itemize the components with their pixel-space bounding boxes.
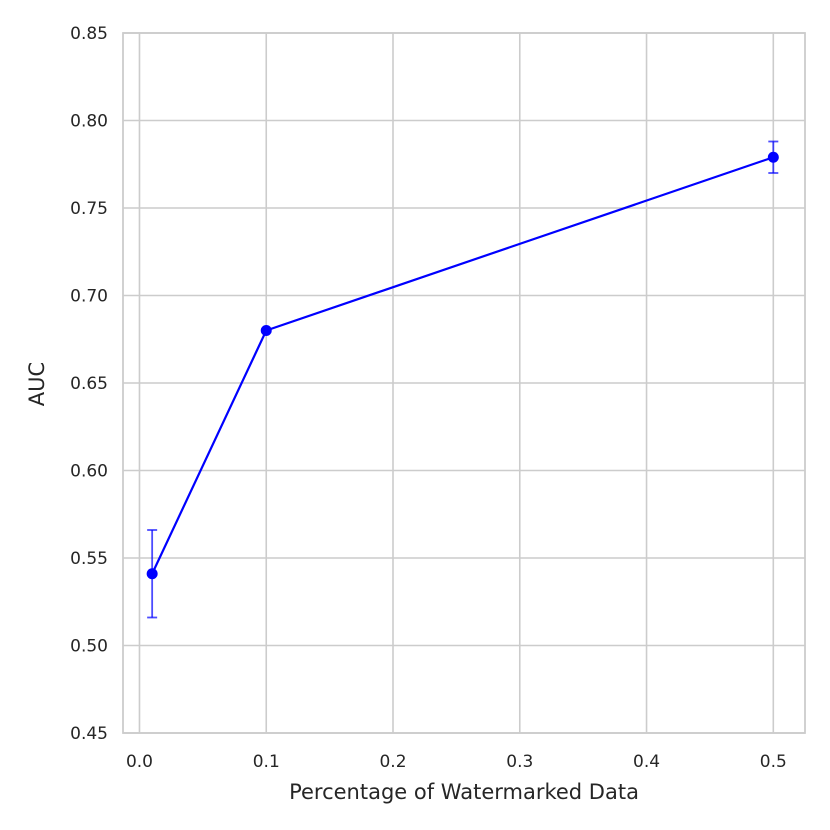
y-tick-label: 0.55 bbox=[70, 549, 108, 569]
y-axis-title: AUC bbox=[25, 362, 49, 406]
y-tick-label: 0.50 bbox=[70, 637, 108, 657]
x-tick-label: 0.0 bbox=[126, 752, 153, 772]
y-tick-label: 0.75 bbox=[70, 199, 108, 219]
y-tick-label: 0.60 bbox=[70, 462, 108, 482]
x-tick-label: 0.1 bbox=[253, 752, 280, 772]
y-tick-label: 0.70 bbox=[70, 287, 108, 307]
x-axis-title: Percentage of Watermarked Data bbox=[289, 780, 639, 804]
y-tick-label: 0.45 bbox=[70, 724, 108, 744]
x-tick-label: 0.3 bbox=[506, 752, 533, 772]
data-point bbox=[767, 151, 779, 163]
x-tick-label: 0.2 bbox=[379, 752, 406, 772]
y-tick-label: 0.85 bbox=[70, 24, 108, 44]
series-line bbox=[151, 156, 774, 575]
plot-frame bbox=[122, 32, 806, 734]
data-point bbox=[146, 568, 158, 580]
x-tick-label: 0.4 bbox=[633, 752, 660, 772]
tick-labels: 0.0 0.1 0.2 0.3 0.4 0.5 0.45 0.50 0.55 0.60 0.65 0.… bbox=[70, 24, 787, 772]
grid bbox=[123, 32, 805, 734]
y-tick-label: 0.65 bbox=[70, 374, 108, 394]
x-tick-label: 0.5 bbox=[760, 752, 787, 772]
plot-area bbox=[146, 140, 779, 619]
axes bbox=[122, 32, 806, 734]
y-tick-label: 0.80 bbox=[70, 112, 108, 132]
data-point bbox=[260, 325, 272, 336]
